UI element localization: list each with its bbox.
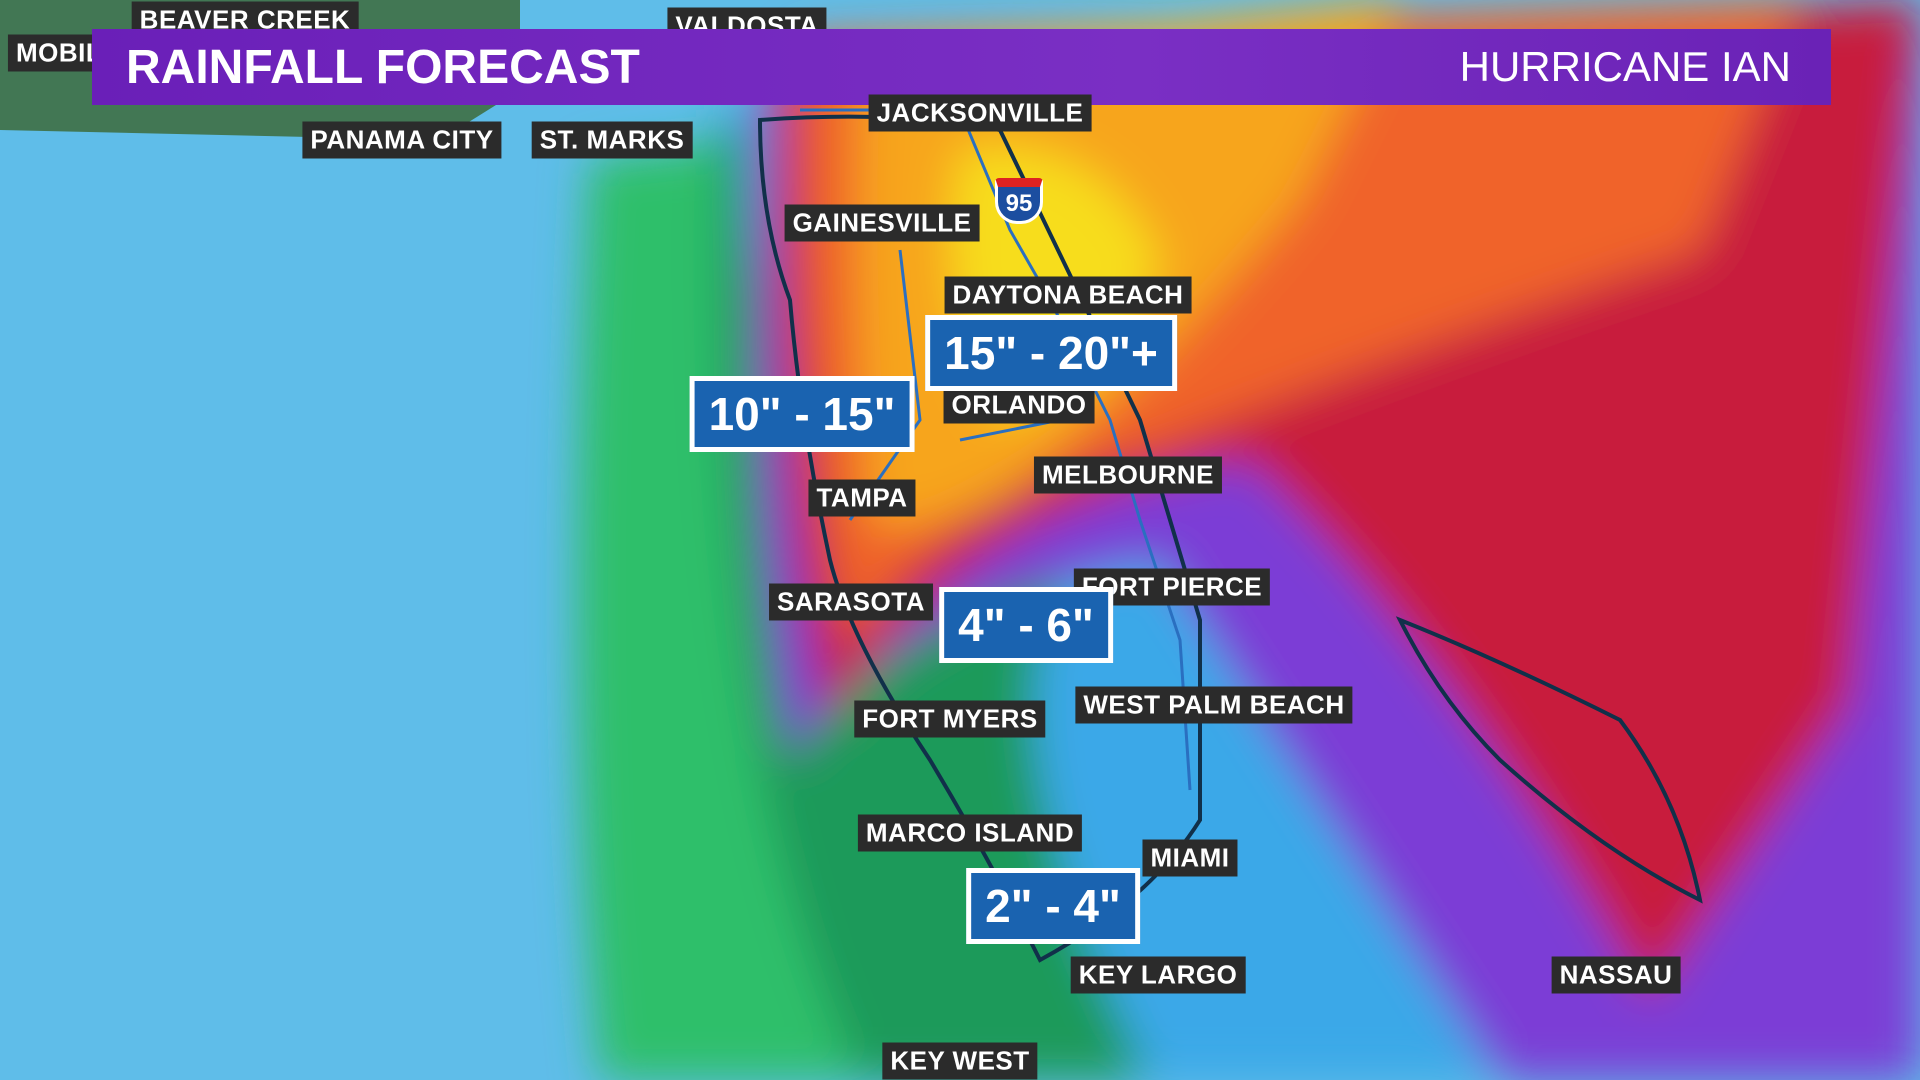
subtitle: HURRICANE IAN <box>1459 43 1791 90</box>
city-label: KEY LARGO <box>1070 956 1246 994</box>
city-label: MELBOURNE <box>1033 456 1223 494</box>
rainfall-range: 15" - 20"+ <box>925 315 1177 391</box>
city-label: JACKSONVILLE <box>868 94 1092 132</box>
bahamas-coast <box>1395 616 1703 904</box>
city-label: ST. MARKS <box>531 121 693 159</box>
city-label: WEST PALM BEACH <box>1075 686 1353 724</box>
rainfall-range: 10" - 15" <box>689 376 915 452</box>
rainfall-field <box>577 0 1920 1080</box>
city-label: TAMPA <box>808 479 916 517</box>
city-label: MARCO ISLAND <box>857 814 1083 852</box>
rainfall-range: 2" - 4" <box>966 868 1140 944</box>
interstate-shield: 95 <box>995 178 1043 224</box>
city-label: SARASOTA <box>769 583 933 621</box>
city-label: NASSAU <box>1551 956 1681 994</box>
city-label: PANAMA CITY <box>302 121 502 159</box>
city-label: MIAMI <box>1142 839 1238 877</box>
city-label: DAYTONA BEACH <box>944 276 1192 314</box>
title: RAINFALL FORECAST <box>126 40 640 94</box>
city-label: GAINESVILLE <box>784 204 980 242</box>
city-label: KEY WEST <box>882 1042 1038 1080</box>
header-bar: RAINFALL FORECAST HURRICANE IAN <box>92 29 1831 105</box>
city-label: ORLANDO <box>943 386 1095 424</box>
city-label: FORT MYERS <box>854 700 1046 738</box>
rainfall-range: 4" - 6" <box>939 587 1113 663</box>
